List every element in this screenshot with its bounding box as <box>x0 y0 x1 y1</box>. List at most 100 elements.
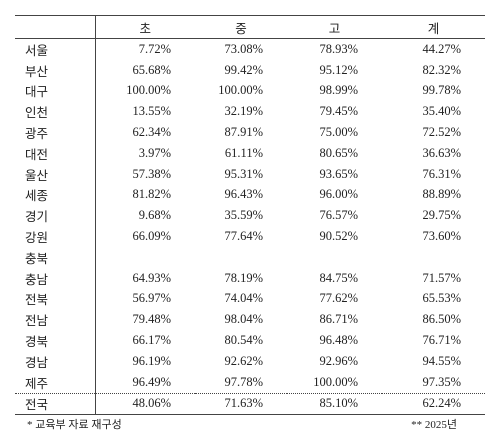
cell: 77.64% <box>224 229 263 244</box>
row-label: 대구 <box>15 80 96 102</box>
notes: * 교육부 자료 재구성 ** 2025년 <box>27 416 457 432</box>
cell: 80.54% <box>224 333 263 348</box>
cell: 94.55% <box>422 353 461 368</box>
cell <box>95 247 195 268</box>
table-body: 서울 7.72% 73.08% 78.93% 44.27% 부산 65.68% 99.42% 9… <box>15 38 485 415</box>
row-label: 충남 <box>15 267 96 289</box>
cell: 65.53% <box>422 291 461 306</box>
cell: 7.72% <box>138 41 171 56</box>
row-label: 경북 <box>15 330 96 351</box>
note: ** 2025년 <box>411 419 457 431</box>
cell: 81.82% <box>132 187 171 202</box>
cell: 86.50% <box>422 312 461 327</box>
row-label: 강원 <box>15 226 96 247</box>
cell: 96.49% <box>132 374 171 389</box>
cell: 86.71% <box>319 312 358 327</box>
cell: 96.00% <box>319 187 358 202</box>
cell: 72.52% <box>422 125 461 140</box>
table-row: 울산 57.38% 95.31% 93.65% 76.31% <box>15 163 485 185</box>
table-row: 제주 96.49% 97.78% 100.00% 97.35% <box>15 371 485 394</box>
table-row: 경북 66.17% 80.54% 96.48% 76.71% <box>15 330 485 351</box>
cell: 48.06% <box>95 392 195 415</box>
cell: 92.96% <box>319 353 358 368</box>
cell: 36.63% <box>422 145 461 160</box>
cell: 95.12% <box>319 62 358 77</box>
cell <box>287 247 382 268</box>
table-row: 충남 64.93% 78.19% 84.75% 71.57% <box>15 267 485 289</box>
cell: 87.91% <box>224 125 263 140</box>
table-row: 서울 7.72% 73.08% 78.93% 44.27% <box>15 38 485 60</box>
header-cell <box>15 15 96 39</box>
cell: 95.31% <box>224 166 263 181</box>
cell: 96.43% <box>224 187 263 202</box>
header-cell: 초 <box>95 15 195 39</box>
table-row: 전남 79.48% 98.04% 86.71% 86.50% <box>15 309 485 331</box>
row-label: 서울 <box>15 38 96 60</box>
note: * 교육부 자료 재구성 <box>27 419 122 431</box>
cell: 96.19% <box>132 353 171 368</box>
cell: 3.97% <box>138 145 171 160</box>
cell: 82.32% <box>422 62 461 77</box>
cell: 66.17% <box>132 333 171 348</box>
cell: 97.78% <box>224 374 263 389</box>
header-cell: 고 <box>287 15 382 39</box>
table-row: 충북 <box>15 246 485 268</box>
table-row: 대전 3.97% 61.11% 80.65% 36.63% <box>15 142 485 164</box>
cell: 79.45% <box>319 104 358 119</box>
row-label: 인천 <box>15 101 96 123</box>
table-row: 인천 13.55% 32.19% 79.45% 35.40% <box>15 101 485 123</box>
cell: 92.62% <box>224 353 263 368</box>
cell: 100.00% <box>218 83 263 98</box>
cell: 99.78% <box>422 83 461 98</box>
table-row: 강원 66.09% 77.64% 90.52% 73.60% <box>15 226 485 247</box>
row-label: 충북 <box>15 246 96 268</box>
row-label: 부산 <box>15 59 96 81</box>
cell: 80.65% <box>319 145 358 160</box>
table-row: 전북 56.97% 74.04% 77.62% 65.53% <box>15 288 485 310</box>
row-label: 전남 <box>15 309 96 331</box>
cell: 73.60% <box>422 229 461 244</box>
cell: 35.59% <box>224 208 263 223</box>
row-label: 울산 <box>15 163 96 185</box>
cell: 98.99% <box>319 83 358 98</box>
cell: 76.31% <box>422 166 461 181</box>
table-row: 경남 96.19% 92.62% 92.96% 94.55% <box>15 350 485 372</box>
cell: 76.57% <box>319 208 358 223</box>
cell: 76.71% <box>422 333 461 348</box>
cell: 29.75% <box>422 208 461 223</box>
cell: 71.63% <box>195 392 287 415</box>
cell: 100.00% <box>126 83 171 98</box>
cell: 77.62% <box>319 291 358 306</box>
row-label: 광주 <box>15 122 96 143</box>
cell: 85.10% <box>287 392 382 415</box>
cell: 65.68% <box>132 62 171 77</box>
cell: 75.00% <box>319 125 358 140</box>
cell: 62.34% <box>132 125 171 140</box>
table-row: 전국 48.06% 71.63% 85.10% 62.24% <box>15 392 485 415</box>
cell: 35.40% <box>422 104 461 119</box>
header-cell: 중 <box>195 15 287 39</box>
cell: 96.48% <box>319 333 358 348</box>
cell: 97.35% <box>422 374 461 389</box>
cell: 32.19% <box>224 104 263 119</box>
cell <box>195 247 287 268</box>
header-cell: 계 <box>382 15 485 39</box>
row-label: 경남 <box>15 350 96 372</box>
cell: 99.42% <box>224 62 263 77</box>
cell: 71.57% <box>422 270 461 285</box>
cell <box>382 247 485 268</box>
table-row: 대구 100.00% 100.00% 98.99% 99.78% <box>15 80 485 102</box>
cell: 100.00% <box>313 374 358 389</box>
cell: 13.55% <box>132 104 171 119</box>
row-label: 전국 <box>15 392 96 415</box>
cell: 66.09% <box>132 229 171 244</box>
cell: 73.08% <box>224 41 263 56</box>
cell: 62.24% <box>382 392 485 415</box>
cell: 98.04% <box>224 312 263 327</box>
cell: 9.68% <box>138 208 171 223</box>
row-label: 대전 <box>15 142 96 164</box>
row-label: 전북 <box>15 288 96 310</box>
